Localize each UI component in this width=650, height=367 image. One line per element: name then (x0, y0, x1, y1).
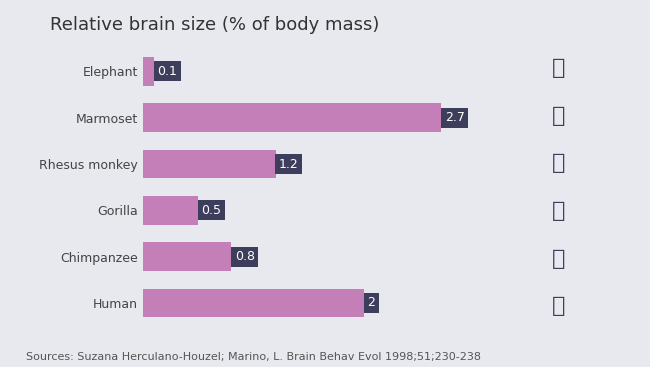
Bar (143, 57, 154, 86)
Text: 1.2: 1.2 (279, 157, 298, 171)
Text: 🦍: 🦍 (552, 201, 566, 221)
Text: 0.8: 0.8 (235, 250, 255, 263)
Text: 🐘: 🐘 (552, 58, 566, 78)
Text: 🐒: 🐒 (552, 153, 566, 173)
Text: 2.7: 2.7 (445, 111, 465, 124)
Bar (143, 288, 364, 317)
Text: 2: 2 (367, 297, 375, 309)
Bar (143, 196, 198, 225)
Bar (143, 150, 276, 178)
Bar (143, 103, 441, 132)
Text: 0.1: 0.1 (157, 65, 177, 78)
Text: 🧍: 🧍 (552, 297, 566, 316)
Text: 🐒: 🐒 (552, 106, 566, 126)
Text: Sources: Suzana Herculano-Houzel; Marino, L. Brain Behav Evol 1998;51;230-238: Sources: Suzana Herculano-Houzel; Marino… (26, 352, 481, 361)
Bar (143, 242, 231, 271)
Text: Relative brain size (% of body mass): Relative brain size (% of body mass) (50, 16, 380, 34)
Text: 🦧: 🦧 (552, 249, 566, 269)
Text: 0.5: 0.5 (202, 204, 222, 217)
